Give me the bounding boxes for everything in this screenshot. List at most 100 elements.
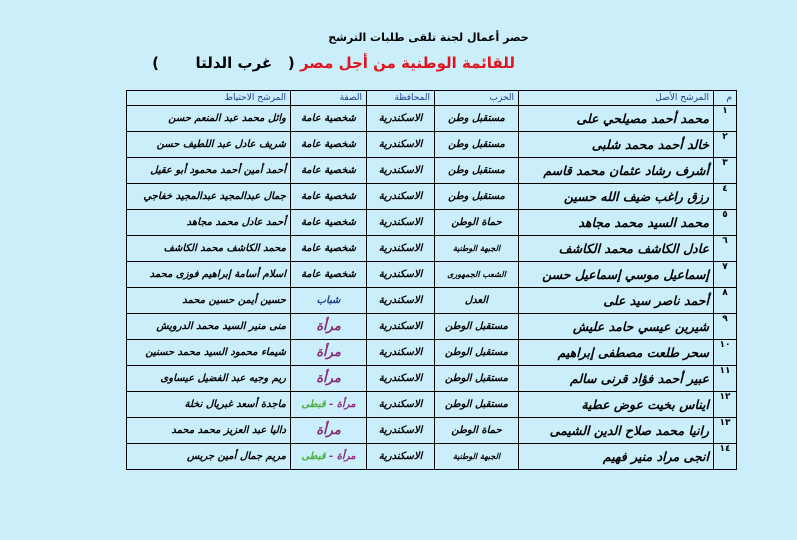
governorate: الاسكندرية: [366, 157, 435, 184]
category: شخصية عامة: [290, 235, 367, 262]
governorate: الاسكندرية: [366, 287, 435, 314]
backup-candidate: شريف عادل عبد اللطيف حسن: [126, 131, 291, 158]
row-number: ١: [713, 105, 737, 132]
category: شباب: [290, 287, 367, 314]
party: مستقبل الوطن: [434, 313, 519, 340]
original-candidate: أشرف رشاد عثمان محمد قاسم: [518, 157, 714, 184]
category-copt: قبطى: [301, 399, 326, 410]
original-candidate: محمد أحمد مصيلحي على: [518, 105, 714, 132]
table-row: ١٢ ايناس بخيت عوض عطية مستقبل الوطن الاسكند…: [126, 391, 737, 418]
document-title: حصر أعمال لجنة تلقى طلبات الترشح: [328, 31, 529, 44]
table-row: ١٤ انجى مراد منير فهيم الجبهة الوطنية الاسك…: [126, 443, 737, 470]
party: مستقبل وطن: [434, 105, 519, 132]
backup-candidate: مريم جمال أمين جريس: [126, 443, 291, 470]
row-number: ١٤: [713, 443, 737, 470]
backup-candidate: ماجدة أسعد غبريال نخلة: [126, 391, 291, 418]
backup-candidate: حسين أيمن حسين محمد: [126, 287, 291, 314]
original-candidate: عبير أحمد فؤاد قرنى سالم: [518, 365, 714, 392]
category-label: مرأة: [316, 345, 341, 360]
governorate: الاسكندرية: [366, 261, 435, 288]
category-label: شخصية عامة: [300, 217, 357, 228]
governorate: الاسكندرية: [366, 391, 435, 418]
original-candidate: رزق راغب ضيف الله حسين: [518, 183, 714, 210]
category: مرأة: [290, 417, 367, 444]
table-row: ١ محمد أحمد مصيلحي على مستقبل وطن الاسكندري…: [126, 105, 737, 132]
governorate: الاسكندرية: [366, 105, 435, 132]
table-row: ٣ أشرف رشاد عثمان محمد قاسم مستقبل وطن الاس…: [126, 157, 737, 184]
table-row: ٥ محمد السيد محمد مجاهد حماة الوطن الاسكندر…: [126, 209, 737, 236]
table-row: ٧ إسماعيل موسي إسماعيل حسن الشعب الجمهورى ا…: [126, 261, 737, 288]
row-number: ١٠: [713, 339, 737, 366]
category: شخصية عامة: [290, 131, 367, 158]
category-label: شخصية عامة: [300, 243, 357, 254]
category: مرأة: [290, 313, 367, 340]
party: العدل: [434, 287, 519, 314]
category: مرأة - قبطى: [290, 391, 367, 418]
governorate: الاسكندرية: [366, 339, 435, 366]
category: مرأة: [290, 339, 367, 366]
header-num: م: [713, 90, 737, 106]
category-label: شخصية عامة: [300, 165, 357, 176]
candidates-table: م المرشح الأصل الحزب المحافظة الصفة المر…: [126, 90, 737, 470]
category-label: مرأة: [316, 371, 341, 386]
governorate: الاسكندرية: [366, 209, 435, 236]
party: الجبهة الوطنية: [434, 443, 519, 470]
backup-candidate: اسلام أسامة إبراهيم فوزى محمد: [126, 261, 291, 288]
backup-candidate: داليا عبد العزيز محمد محمد: [126, 417, 291, 444]
category: مرأة: [290, 365, 367, 392]
table-row: ٦ عادل الكاشف محمد الكاشف الجبهة الوطنية ال…: [126, 235, 737, 262]
governorate: الاسكندرية: [366, 131, 435, 158]
paren-open: (: [287, 54, 295, 72]
party: الجبهة الوطنية: [434, 235, 519, 262]
category-label: شخصية عامة: [300, 113, 357, 124]
table-row: ١١ عبير أحمد فؤاد قرنى سالم مستقبل الوطن ال…: [126, 365, 737, 392]
original-candidate: محمد السيد محمد مجاهد: [518, 209, 714, 236]
header-governorate: المحافظة: [366, 90, 435, 106]
row-number: ٤: [713, 183, 737, 210]
table-row: ١٣ رانيا محمد صلاح الدين الشيمى حماة الوطن…: [126, 417, 737, 444]
paren-close: ): [152, 54, 159, 72]
party: مستقبل وطن: [434, 183, 519, 210]
category: شخصية عامة: [290, 261, 367, 288]
backup-candidate: شيماء محمود السيد محمد حسنين: [126, 339, 291, 366]
category: شخصية عامة: [290, 105, 367, 132]
list-name: للقائمة الوطنية من أجل مصر: [299, 54, 515, 72]
backup-candidate: أحمد عادل محمد مجاهد: [126, 209, 291, 236]
governorate: الاسكندرية: [366, 365, 435, 392]
row-number: ٢: [713, 131, 737, 158]
row-number: ٧: [713, 261, 737, 288]
table-row: ٤ رزق راغب ضيف الله حسين مستقبل وطن الاسكند…: [126, 183, 737, 210]
table-header-row: م المرشح الأصل الحزب المحافظة الصفة المر…: [126, 90, 737, 106]
backup-candidate: منى منير السيد محمد الدرويش: [126, 313, 291, 340]
category: مرأة - قبطى: [290, 443, 367, 470]
header-backup: المرشح الاحتياط: [126, 90, 291, 106]
table-row: ١٠ سحر طلعت مصطفى إبراهيم مستقبل الوطن الاس…: [126, 339, 737, 366]
category-copt: قبطى: [301, 451, 326, 462]
category-label: مرأة: [316, 319, 341, 334]
governorate: الاسكندرية: [366, 443, 435, 470]
original-candidate: أحمد ناصر سيد على: [518, 287, 714, 314]
party: مستقبل الوطن: [434, 339, 519, 366]
party: مستقبل وطن: [434, 157, 519, 184]
row-number: ١١: [713, 365, 737, 392]
row-number: ٦: [713, 235, 737, 262]
original-candidate: شيرين عيسي حامد عليش: [518, 313, 714, 340]
row-number: ٩: [713, 313, 737, 340]
backup-candidate: محمد الكاشف محمد الكاشف: [126, 235, 291, 262]
header-party: الحزب: [434, 90, 519, 106]
header-original: المرشح الأصل: [518, 90, 714, 106]
category-label: مرأة -: [329, 451, 356, 462]
party: الشعب الجمهورى: [434, 261, 519, 288]
original-candidate: رانيا محمد صلاح الدين الشيمى: [518, 417, 714, 444]
header-category: الصفة: [290, 90, 367, 106]
row-number: ١٢: [713, 391, 737, 418]
original-candidate: سحر طلعت مصطفى إبراهيم: [518, 339, 714, 366]
row-number: ٣: [713, 157, 737, 184]
category: شخصية عامة: [290, 183, 367, 210]
party: حماة الوطن: [434, 417, 519, 444]
category-label: شباب: [316, 295, 341, 306]
table-row: ٩ شيرين عيسي حامد عليش مستقبل الوطن الاسكند…: [126, 313, 737, 340]
governorate: الاسكندرية: [366, 183, 435, 210]
backup-candidate: ريم وجيه عبد الفضيل عيساوى: [126, 365, 291, 392]
governorate: الاسكندرية: [366, 417, 435, 444]
